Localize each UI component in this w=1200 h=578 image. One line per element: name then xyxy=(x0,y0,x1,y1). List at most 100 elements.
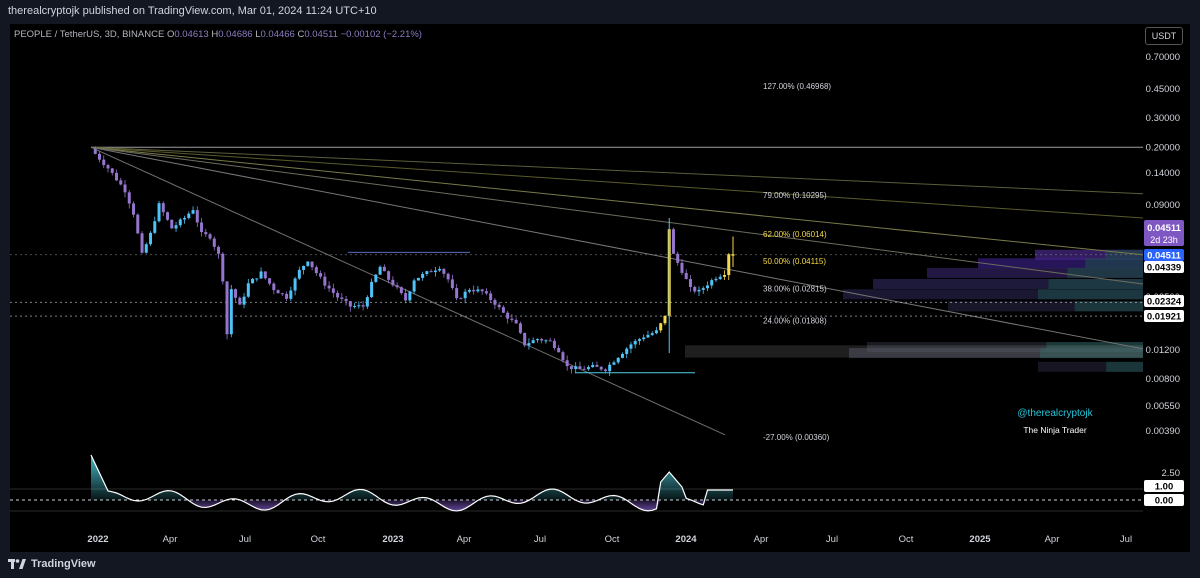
candle-body xyxy=(421,273,425,278)
candle-body xyxy=(433,270,437,273)
candle-body xyxy=(310,261,314,268)
candle-body xyxy=(633,340,637,345)
candle-body xyxy=(98,153,102,160)
open-label: O xyxy=(166,29,175,40)
currency-button[interactable]: USDT xyxy=(1145,27,1183,45)
candle-body xyxy=(102,159,106,166)
candle-body xyxy=(484,291,488,294)
candle-body xyxy=(727,254,731,276)
price-chart[interactable]: 127.00% (0.46968) 79.00% (0.10295) 62.00% … xyxy=(10,24,1190,552)
price-tag-upper-bg xyxy=(1144,261,1184,273)
volume-profile-bar xyxy=(1038,361,1143,372)
candle-body xyxy=(705,285,709,289)
fib-level-label: 127.00% (0.46968) xyxy=(763,82,831,91)
candle-body xyxy=(178,219,182,226)
time-tick-label: Apr xyxy=(163,534,178,545)
fib-fan-lines xyxy=(90,146,1144,436)
volume-profile-bar-value-area xyxy=(1038,289,1143,300)
price-tick-label: 0.30000 xyxy=(1146,113,1180,124)
time-tick-label: 2022 xyxy=(87,534,108,545)
tradingview-logo-text: TradingView xyxy=(31,558,96,570)
candle-body xyxy=(535,339,539,341)
candle-body xyxy=(595,364,599,367)
candle-body xyxy=(591,364,595,368)
candle-body xyxy=(127,192,131,204)
candle-body xyxy=(612,362,616,365)
candle-body xyxy=(293,278,297,291)
candle-body xyxy=(574,366,578,370)
time-axis[interactable]: 2022 Apr Jul Oct 2023 Apr Jul Oct 2024 Apr Jul Oct 2… xyxy=(87,534,1132,545)
price-tick-label: 0.20000 xyxy=(1146,142,1180,153)
candle-body xyxy=(344,298,348,302)
oscillator-tag-one: 1.00 xyxy=(1155,482,1174,493)
fib-level-label: 79.00% (0.10295) xyxy=(763,191,827,200)
candle-body xyxy=(582,368,586,370)
candle-body xyxy=(659,323,663,331)
candle-body xyxy=(671,229,675,254)
candle-body xyxy=(518,323,522,333)
time-tick-label: Oct xyxy=(311,534,326,545)
candle-body xyxy=(548,340,552,342)
time-tick-label: Jul xyxy=(239,534,251,545)
candle-body xyxy=(399,287,403,294)
candle-body xyxy=(221,253,225,282)
fib-fan-line xyxy=(90,146,1144,219)
candle-body xyxy=(374,274,378,282)
chart-area[interactable]: 127.00% (0.46968) 79.00% (0.10295) 62.00% … xyxy=(10,24,1190,552)
candle-body xyxy=(722,275,726,277)
last-price-tag-bg xyxy=(1144,220,1184,246)
publish-header: therealcryptojk published on TradingView… xyxy=(0,0,1200,24)
candle-body xyxy=(586,367,590,370)
candles xyxy=(93,146,735,377)
candle-body xyxy=(115,172,119,181)
candle-body xyxy=(540,339,544,341)
publish-info: therealcryptojk published on TradingView… xyxy=(8,5,377,17)
candle-body xyxy=(327,285,331,289)
candle-body xyxy=(442,269,446,274)
candle-body xyxy=(710,280,714,286)
watermark-handle: @therealcryptojk xyxy=(1017,408,1093,419)
candle-body xyxy=(208,234,212,239)
price-tick-label: 0.09000 xyxy=(1146,200,1180,211)
tradingview-logo-icon xyxy=(8,559,26,569)
candle-body xyxy=(514,319,518,324)
candle-body xyxy=(693,286,697,292)
candle-body xyxy=(425,271,429,274)
candle-body xyxy=(361,305,365,307)
volume-profile-bar xyxy=(1035,249,1143,260)
candle-body xyxy=(212,238,216,247)
symbol-legend: PEOPLE / TetherUS, 3D, BINANCE O0.04613 … xyxy=(14,29,422,40)
low-value: 0.04466 xyxy=(260,29,295,40)
candle-body xyxy=(603,369,607,372)
oscillator-panel: 2.50 xyxy=(10,454,1180,512)
volume-profile-bar xyxy=(927,267,1143,278)
change-value: −0.00102 (−2.21%) xyxy=(340,29,422,40)
candle-body xyxy=(204,232,208,235)
candle-body xyxy=(680,262,684,273)
price-tick-label: 0.00800 xyxy=(1146,374,1180,385)
candle-body xyxy=(170,219,174,229)
candle-body xyxy=(234,289,238,298)
symbol-name[interactable]: PEOPLE / TetherUS, 3D, BINANCE xyxy=(14,29,165,40)
candle-body xyxy=(527,343,531,346)
candle-body xyxy=(501,307,505,313)
candle-body xyxy=(276,290,280,294)
candle-body xyxy=(140,233,144,253)
candle-body xyxy=(552,340,556,348)
candle-body xyxy=(637,339,641,341)
candle-body xyxy=(650,333,654,335)
candle-body xyxy=(506,312,510,319)
candle-body xyxy=(697,289,701,292)
candle-body xyxy=(242,296,246,305)
time-tick-label: 2024 xyxy=(675,534,697,545)
candle-body xyxy=(195,210,199,223)
current-price-tag-bg xyxy=(1144,249,1184,261)
price-tick-label: 0.00390 xyxy=(1146,426,1180,437)
price-tag-lower-bg xyxy=(1144,310,1184,322)
price-tick-label: 0.00550 xyxy=(1146,401,1180,412)
volume-profile-bar xyxy=(843,289,1143,300)
candle-body xyxy=(280,293,284,295)
tradingview-logo[interactable]: TradingView xyxy=(8,558,96,570)
candle-body xyxy=(268,278,272,284)
